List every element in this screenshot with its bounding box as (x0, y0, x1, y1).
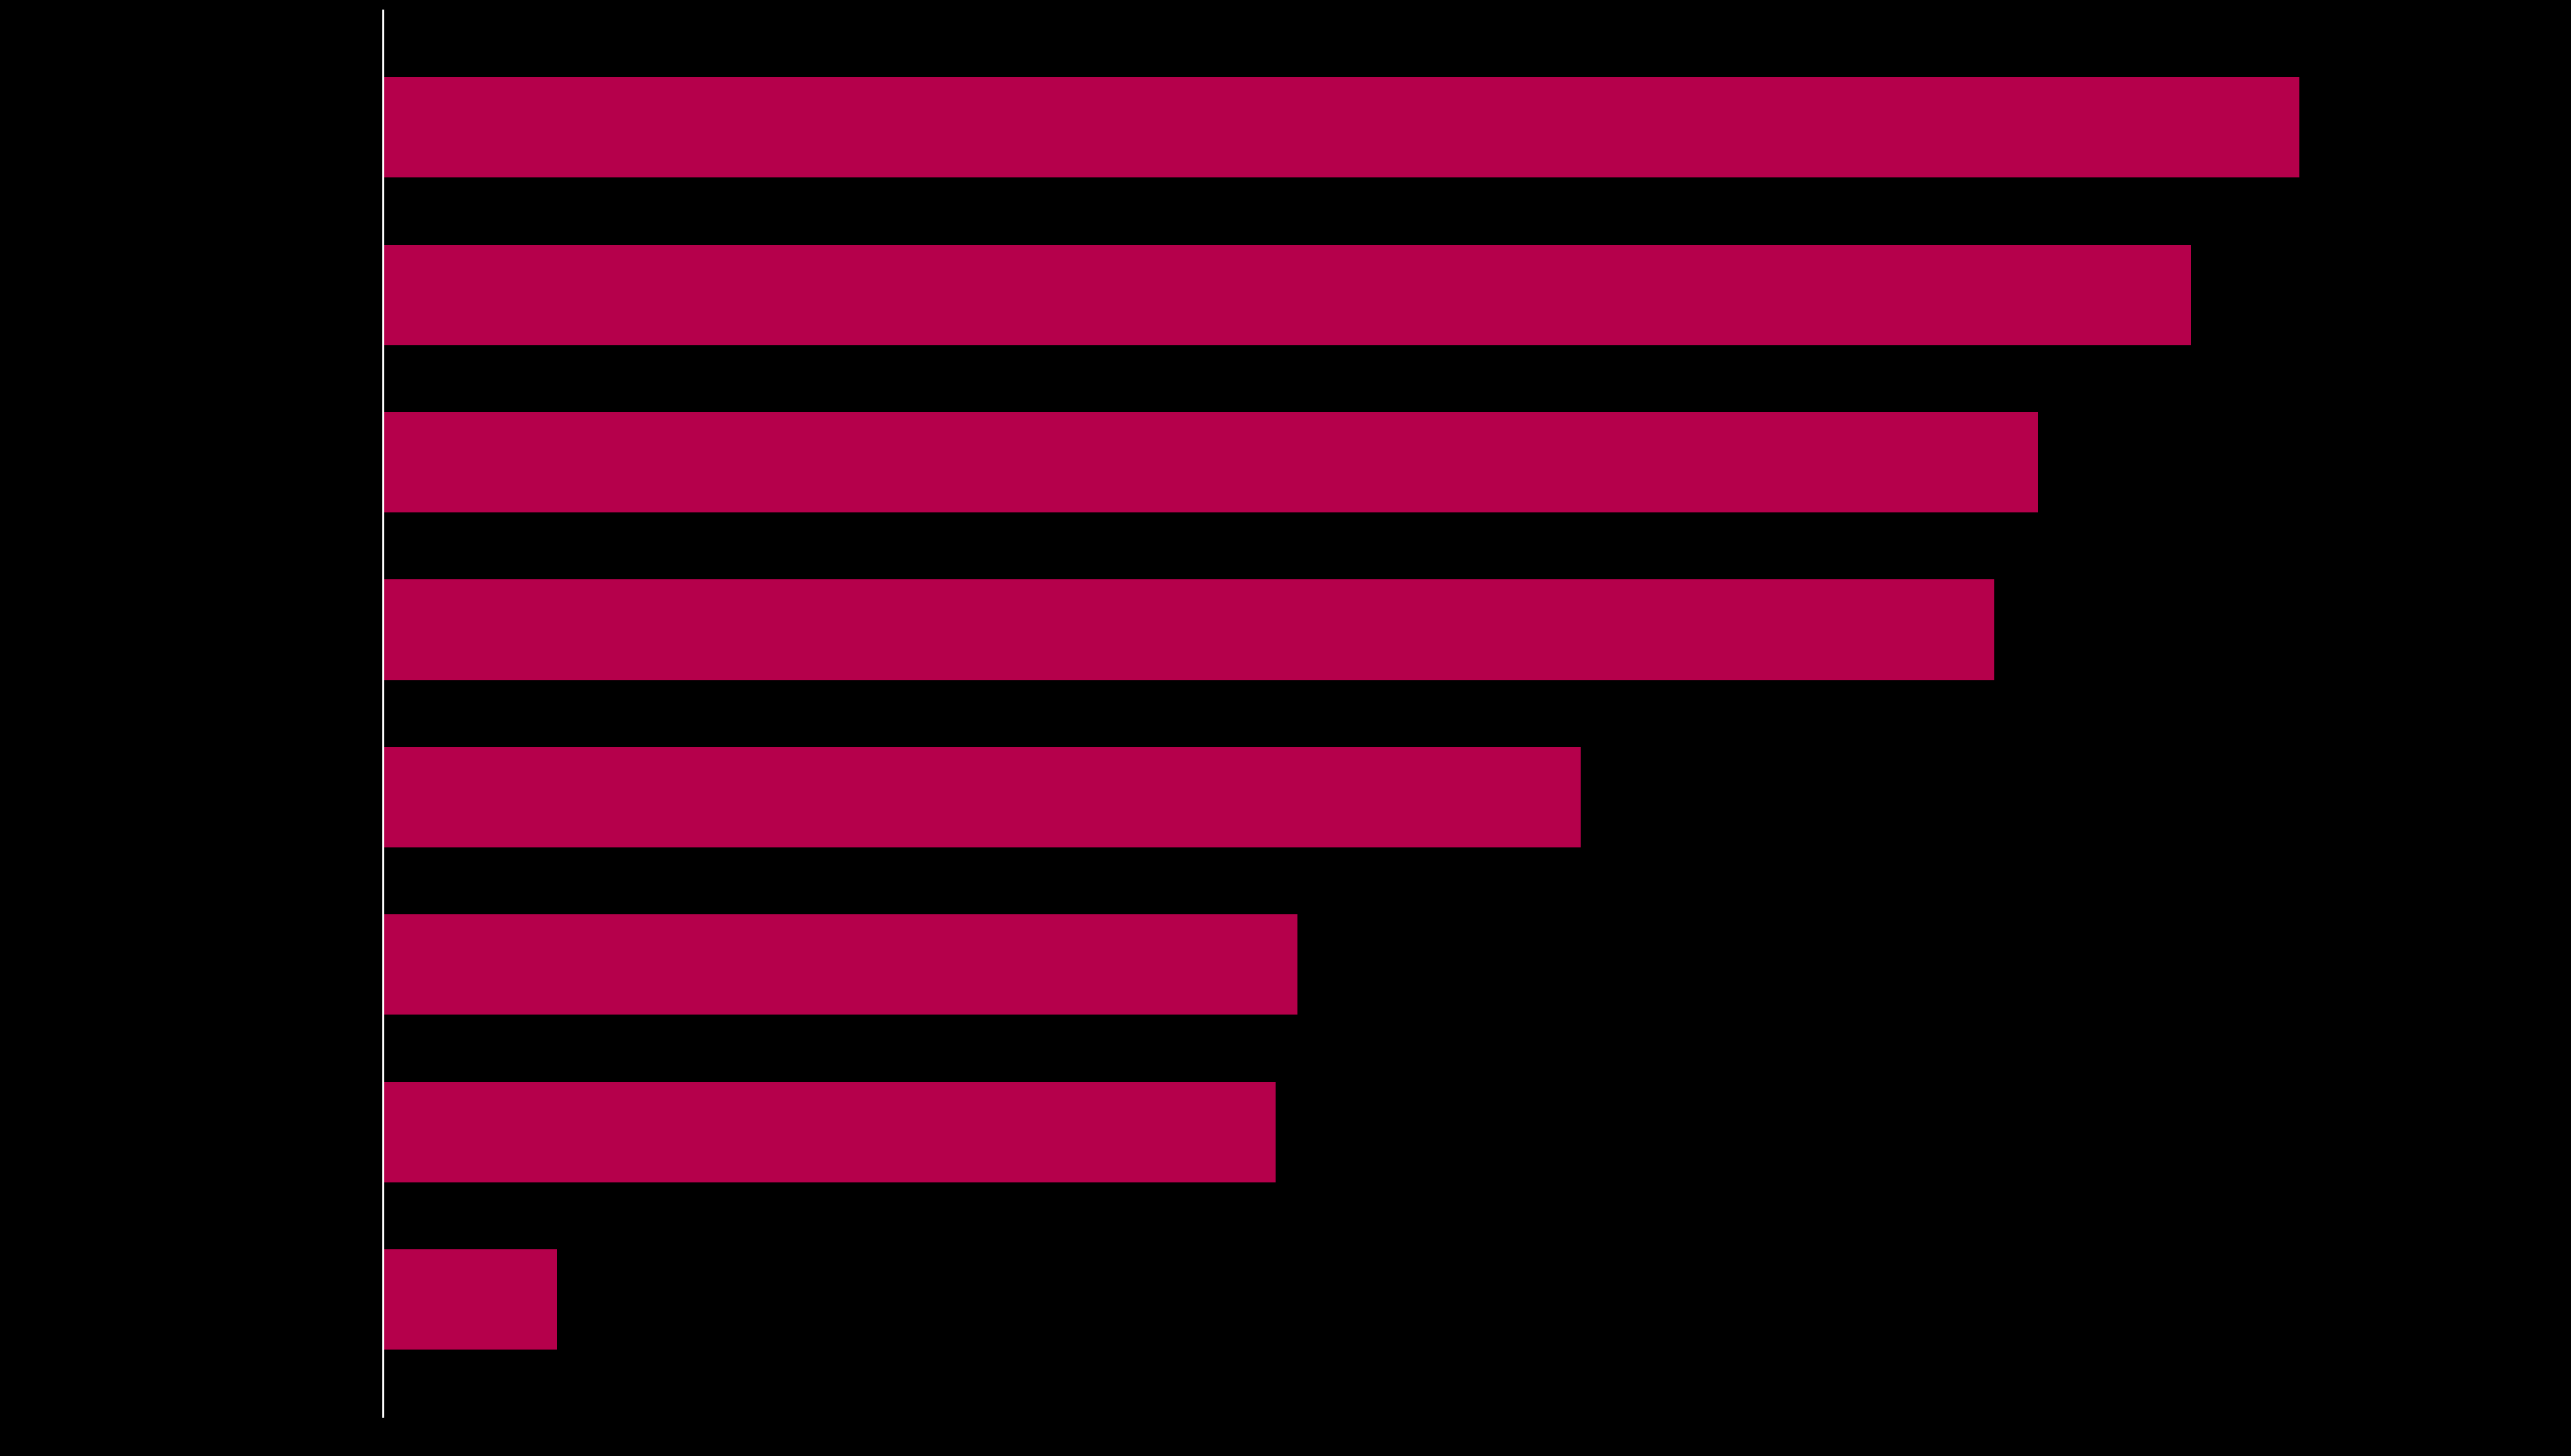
Bar (383, 77, 2298, 178)
Bar (383, 579, 1995, 680)
Bar (383, 245, 2190, 345)
Bar (383, 914, 1298, 1015)
Bar (383, 747, 1581, 847)
Bar (383, 1082, 1275, 1182)
Bar (383, 412, 2039, 513)
Bar (383, 1249, 558, 1350)
